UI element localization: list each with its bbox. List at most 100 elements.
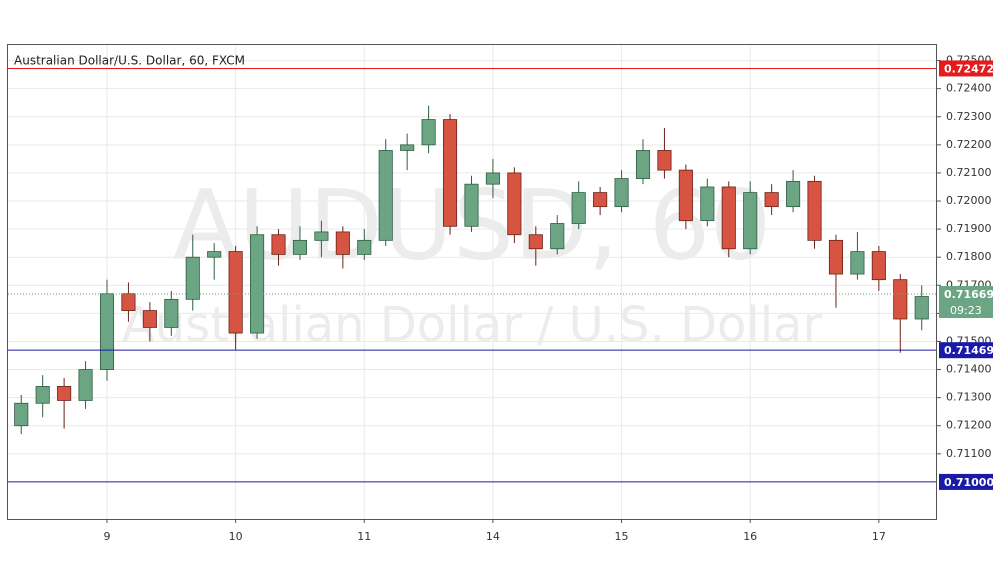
y-tick-label: 0.72300: [946, 110, 992, 123]
candle: [378, 139, 393, 246]
plot: [8, 67, 937, 483]
candle-body: [485, 172, 500, 185]
candle: [914, 285, 929, 331]
x-tick-label: 14: [486, 530, 500, 543]
candle-body: [421, 119, 436, 146]
candle: [593, 186, 608, 216]
candle: [464, 175, 479, 232]
candle-body: [314, 231, 329, 241]
candle-body: [871, 251, 886, 281]
candle: [764, 184, 779, 216]
candle-body: [743, 192, 758, 250]
x-tick-label: 10: [229, 530, 243, 543]
y-tick-label: 0.72200: [946, 138, 992, 151]
candle-body: [807, 180, 822, 241]
candle-body: [442, 119, 458, 227]
candle: [528, 226, 543, 266]
candle: [678, 164, 693, 230]
candle: [271, 229, 286, 266]
y-tick-label: 0.71300: [946, 391, 992, 404]
candle-body: [571, 192, 586, 224]
x-tick-label: 16: [743, 530, 757, 543]
candle: [292, 226, 308, 261]
level-label: 0.72472: [944, 62, 994, 75]
last-price-box: [939, 286, 993, 318]
candle-body: [700, 186, 715, 222]
candle-body: [914, 296, 929, 320]
candle-body: [786, 180, 801, 208]
x-tick-label: 9: [103, 530, 110, 543]
candle: [571, 181, 586, 230]
level-label-box: [939, 60, 993, 77]
candle: [14, 394, 29, 435]
candle: [485, 158, 500, 199]
candle-body: [764, 192, 779, 208]
candle-body: [828, 239, 844, 275]
y-tick-label: 0.71200: [946, 419, 992, 432]
candle-body: [893, 279, 908, 320]
candle-body: [614, 178, 629, 208]
y-tick-label: 0.72400: [946, 82, 992, 95]
watermark-description: Australian Dollar / U.S. Dollar: [122, 297, 823, 353]
candle-body: [57, 386, 72, 401]
candle-body: [207, 251, 222, 258]
candle: [142, 302, 157, 342]
candle: [635, 139, 651, 185]
candle: [357, 229, 372, 261]
axes: 0.711000.712000.713000.714000.715000.716…: [103, 54, 994, 543]
level-label-box: [939, 473, 993, 490]
candle: [721, 181, 736, 258]
candle-body: [635, 150, 651, 179]
candle-body: [378, 150, 393, 241]
candle-body: [14, 402, 29, 427]
level-label: 0.71469: [944, 344, 994, 357]
countdown-label: 09:23: [950, 304, 982, 317]
candle-body: [335, 231, 350, 255]
candle-body: [292, 239, 308, 255]
candle: [164, 290, 179, 336]
y-tick-label: 0.71100: [946, 447, 992, 460]
candle: [442, 113, 458, 235]
level-label-box: [939, 342, 993, 359]
candle: [99, 279, 115, 381]
candle-body: [164, 298, 179, 328]
candle: [335, 226, 350, 269]
candle: [228, 245, 243, 350]
candle: [57, 377, 72, 429]
candle-body: [271, 234, 286, 255]
candle: [250, 226, 265, 339]
candle: [786, 170, 801, 213]
candle-body: [78, 369, 93, 401]
candle: [850, 231, 865, 280]
candle: [207, 243, 222, 280]
chart-title: Australian Dollar/U.S. Dollar, 60, FXCM: [14, 54, 245, 68]
candle-body: [657, 150, 672, 171]
candle-body: [850, 251, 865, 275]
candle: [871, 245, 886, 291]
candle-body: [678, 169, 693, 222]
y-tick-label: 0.72100: [946, 166, 992, 179]
candle: [35, 375, 50, 418]
plot-border: [7, 44, 937, 520]
candle-body: [507, 172, 522, 236]
candle-body: [228, 251, 243, 334]
candle: [421, 105, 436, 154]
last-price-label: 0.71669: [944, 288, 994, 301]
candle: [400, 133, 415, 171]
candle-body: [357, 239, 372, 255]
level-label: 0.71000: [944, 476, 994, 489]
y-tick-label: 0.72000: [946, 194, 992, 207]
candle-body: [121, 293, 136, 311]
candle-body: [550, 223, 565, 250]
candle-body: [593, 192, 608, 208]
candle: [314, 220, 329, 258]
candle-body: [142, 310, 157, 328]
candle: [185, 234, 200, 311]
candle: [657, 127, 672, 179]
x-tick-label: 17: [872, 530, 886, 543]
candle: [121, 282, 136, 322]
y-tick-label: 0.71400: [946, 363, 992, 376]
candle: [700, 178, 715, 227]
